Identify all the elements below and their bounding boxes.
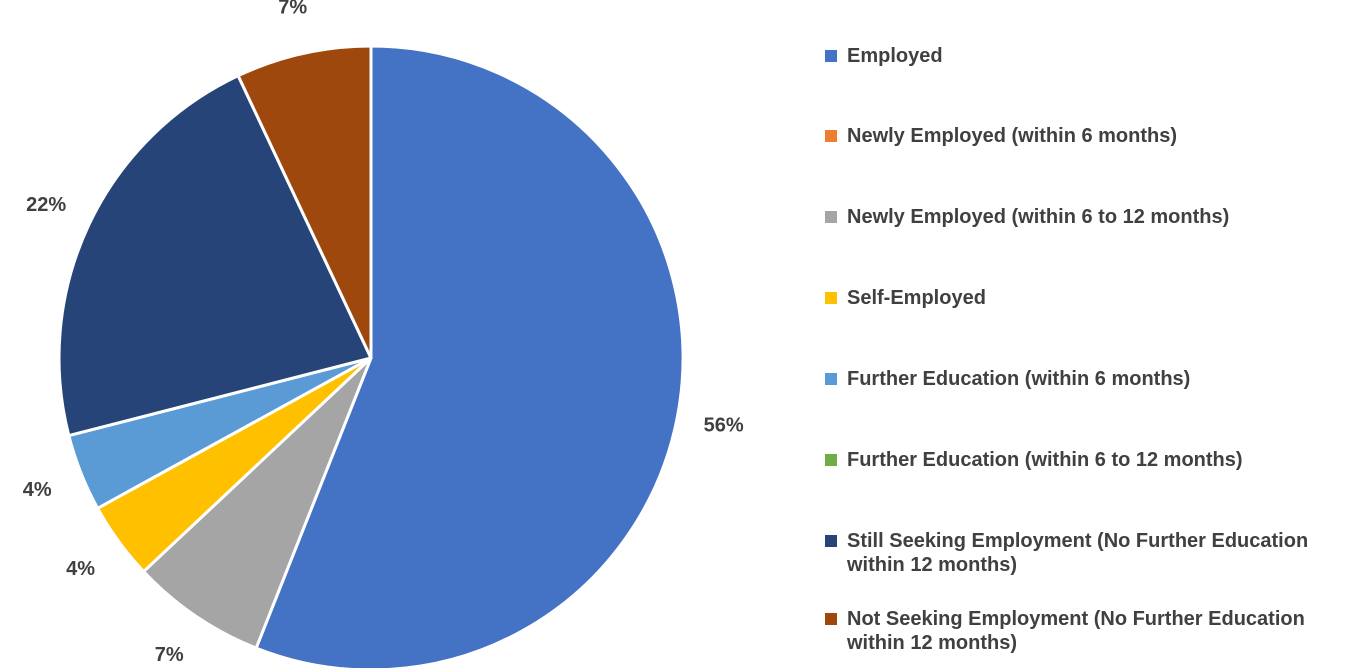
legend-label: Still Seeking Employment (No Further Edu… [847,530,1309,576]
legend-label: Newly Employed (within 6 months) [847,125,1178,147]
legend-swatch [825,292,837,304]
data-label-self-employed: 4% [66,558,95,580]
legend-swatch [825,535,837,547]
legend-item-employed: Employed [825,44,1337,68]
legend-item-self-employed: Self-Employed [825,286,1337,310]
chart-legend: Employed Newly Employed (within 6 months… [825,0,1345,668]
legend-label: Further Education (within 6 to 12 months… [847,449,1243,471]
pie-chart: 56% 7% 4% 4% 22% 7% [23,0,744,668]
data-label-not-seeking-employment-no-further-education-within-12-months: 7% [278,0,307,19]
legend-swatch [825,454,837,466]
legend-swatch [825,130,837,142]
pie-slice-employed [254,44,685,668]
legend-swatch [825,613,837,625]
pie-slice-still-seeking-employment-no-further-education-within-12-months [57,74,373,438]
legend-item-further-education-6-12: Further Education (within 6 to 12 months… [825,448,1337,472]
legend-label: Not Seeking Employment (No Further Educa… [847,608,1305,654]
legend-label: Employed [847,45,943,67]
data-label-employed: 56% [704,414,744,436]
legend-item-newly-employed-6-12: Newly Employed (within 6 to 12 months) [825,205,1337,229]
legend-label: Newly Employed (within 6 to 12 months) [847,206,1230,228]
legend-swatch [825,373,837,385]
legend-label: Further Education (within 6 months) [847,368,1191,390]
legend-label: Self-Employed [847,287,986,309]
pie-data-labels: 56% 7% 4% 4% 22% 7% [23,0,744,666]
legend-item-still-seeking: Still Seeking Employment (No Further Edu… [825,529,1337,577]
data-label-still-seeking-employment-no-further-education-within-12-months: 22% [26,194,66,216]
legend-item-not-seeking: Not Seeking Employment (No Further Educa… [825,607,1337,655]
legend-swatch [825,50,837,62]
legend-swatch [825,211,837,223]
legend-item-newly-employed-6: Newly Employed (within 6 months) [825,124,1337,148]
pie-slice-newly-employed-within-6-to-12-months [142,356,373,650]
data-label-newly-employed-within-6-to-12-months: 7% [155,644,184,666]
data-label-further-education-within-6-months: 4% [23,479,52,501]
pie-slices [57,44,685,668]
legend-item-further-education-6: Further Education (within 6 months) [825,367,1337,391]
pie-slice-not-seeking-employment-no-further-education-within-12-months [236,44,373,360]
